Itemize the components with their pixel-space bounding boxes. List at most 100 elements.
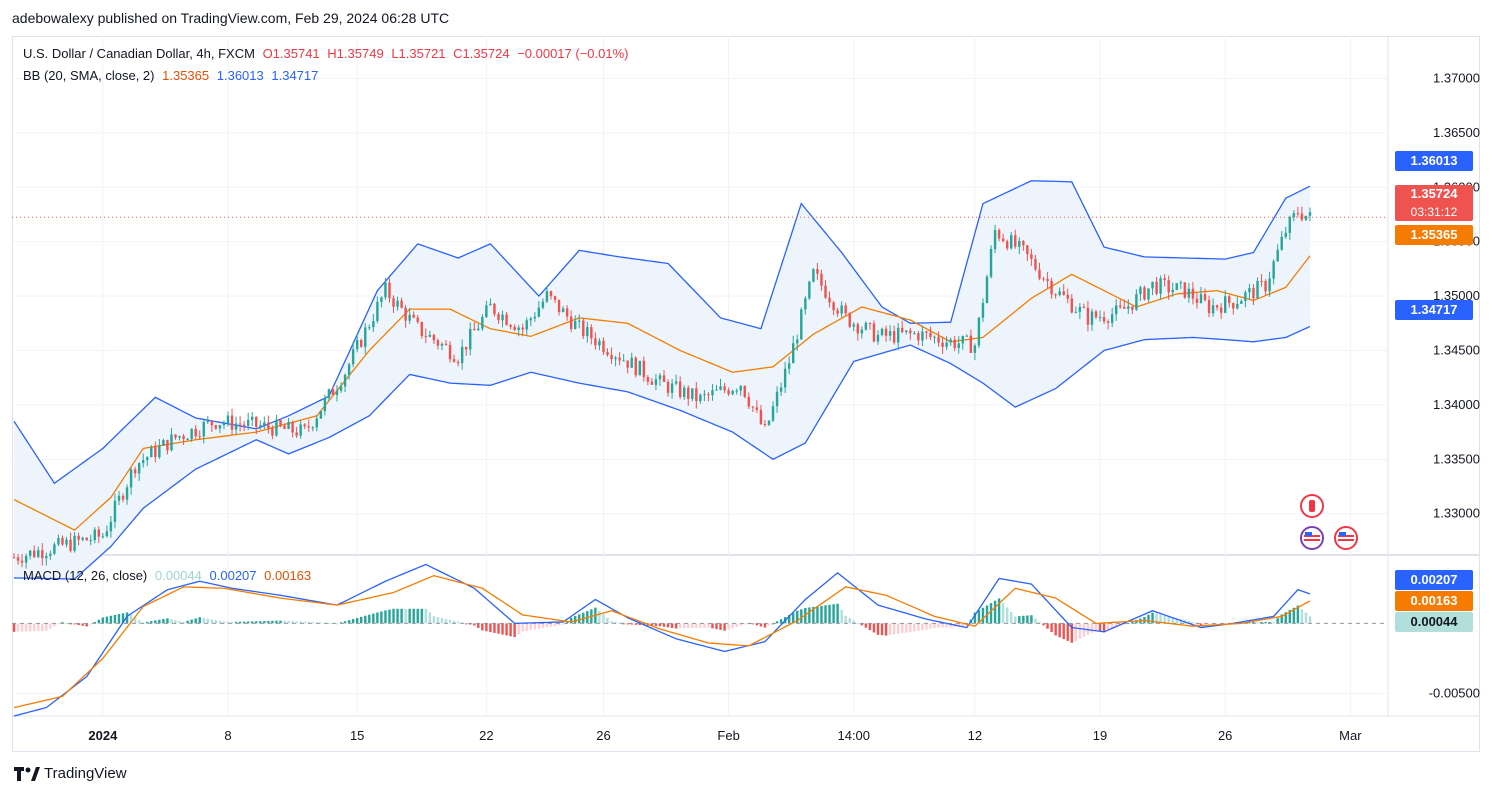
macd-histogram-bar xyxy=(1127,623,1130,625)
candle-body xyxy=(287,421,290,429)
bb-lower-value: 1.34717 xyxy=(271,68,319,83)
candle-body xyxy=(622,360,625,362)
candle-body xyxy=(242,424,246,426)
macd-histogram-bar xyxy=(800,609,803,624)
candle-body xyxy=(638,360,642,376)
macd-histogram-bar xyxy=(222,621,226,624)
candle-body xyxy=(521,327,524,330)
macd-histogram-bar xyxy=(598,611,601,624)
candle-body xyxy=(444,343,448,345)
macd-histogram-bar xyxy=(945,623,948,628)
candle-body xyxy=(315,418,319,428)
candle-body xyxy=(880,328,884,335)
macd-histogram-bar xyxy=(45,623,48,631)
us-event-icon[interactable] xyxy=(1334,526,1358,550)
candle-body xyxy=(590,327,593,339)
macd-histogram-bar xyxy=(255,621,258,624)
macd-histogram-bar xyxy=(670,623,674,628)
bb-label: BB (20, SMA, close, 2) xyxy=(23,68,155,83)
us-event-icon[interactable] xyxy=(1300,526,1324,550)
candle-body xyxy=(202,421,205,437)
candle-body xyxy=(154,446,157,458)
macd-histogram-bar xyxy=(759,623,763,627)
candle-body xyxy=(1014,235,1017,247)
macd-histogram-bar xyxy=(848,618,851,624)
candle-body xyxy=(844,305,847,314)
macd-histogram-bar xyxy=(101,617,105,624)
candle-body xyxy=(666,381,670,393)
time-tick-label: 15 xyxy=(350,728,364,743)
candle-body xyxy=(1268,278,1271,292)
macd-histogram-bar xyxy=(351,619,355,624)
candle-body xyxy=(49,553,52,556)
candle-body xyxy=(529,318,532,321)
macd-histogram-bar xyxy=(658,623,662,627)
candle-body xyxy=(97,529,101,537)
candle-body xyxy=(715,389,718,391)
candle-body xyxy=(751,406,755,408)
candle-body xyxy=(650,381,654,385)
bb-upper-value: 1.36013 xyxy=(216,68,264,83)
candle-body xyxy=(1114,305,1118,315)
candle-body xyxy=(432,334,436,341)
macd-histogram-bar xyxy=(137,620,141,624)
macd-histogram-bar xyxy=(57,623,60,625)
macd-histogram-bar xyxy=(49,623,52,629)
candle-body xyxy=(335,390,339,396)
candle-body xyxy=(925,331,928,333)
candle-body xyxy=(896,327,900,343)
macd-histogram-bar xyxy=(549,623,553,627)
candle-body xyxy=(1284,232,1287,237)
candle-body xyxy=(1179,282,1182,284)
macd-histogram-bar xyxy=(703,623,706,628)
candle-body xyxy=(368,327,371,329)
macd-histogram-bar xyxy=(194,618,197,624)
macd-histogram-bar xyxy=(327,622,331,624)
macd-histogram-bar xyxy=(303,621,306,624)
candle-body xyxy=(735,390,738,392)
canada-event-icon[interactable] xyxy=(1300,494,1324,518)
macd-histogram-bar xyxy=(852,620,855,624)
candle-body xyxy=(824,285,827,298)
candle-body xyxy=(1001,238,1005,242)
macd-histogram-bar xyxy=(400,608,403,624)
macd-histogram-bar xyxy=(355,617,359,624)
macd-histogram-bar xyxy=(456,621,460,624)
macd-histogram-bar xyxy=(880,623,884,636)
candle-body xyxy=(1207,300,1211,314)
time-tick-label: 26 xyxy=(1218,728,1232,743)
macd-histogram-bar xyxy=(876,623,880,635)
candle-body xyxy=(961,335,964,344)
candle-body xyxy=(283,425,286,429)
macd-histogram-bar xyxy=(1240,621,1243,624)
macd-histogram-bar xyxy=(513,623,516,638)
macd-histogram-bar xyxy=(267,620,270,624)
candle-body xyxy=(37,550,40,557)
candle-body xyxy=(1211,305,1215,314)
macd-histogram-bar xyxy=(319,622,323,624)
candle-body xyxy=(1191,288,1195,299)
macd-histogram-bar xyxy=(779,619,783,624)
macd-histogram-bar xyxy=(1114,623,1118,628)
time-tick-label: 19 xyxy=(1093,728,1107,743)
candle-body xyxy=(618,357,621,361)
macd-histogram-bar xyxy=(230,621,234,624)
macd-histogram-bar xyxy=(1123,623,1126,625)
tradingview-brand[interactable]: TradingView xyxy=(14,765,127,782)
candle-body xyxy=(331,389,335,396)
price-tick-label: 1.34500 xyxy=(1433,343,1480,358)
macd-histogram-bar xyxy=(226,621,230,624)
candle-body xyxy=(364,327,367,347)
time-tick-label: 22 xyxy=(479,728,493,743)
candle-body xyxy=(1070,298,1073,313)
macd-histogram-bar xyxy=(1034,618,1037,624)
macd-histogram-bar xyxy=(416,608,419,624)
macd-histogram-bar xyxy=(242,621,246,624)
candle-body xyxy=(646,377,650,382)
candle-body xyxy=(634,357,637,376)
macd-line-value: 0.00207 xyxy=(209,568,257,583)
price-chart[interactable]: 1.370001.365001.360001.355001.350001.345… xyxy=(12,36,1480,752)
candle-body xyxy=(1123,307,1126,309)
candle-body xyxy=(727,390,730,395)
macd-line-price-label: 0.00207 xyxy=(1395,570,1473,590)
